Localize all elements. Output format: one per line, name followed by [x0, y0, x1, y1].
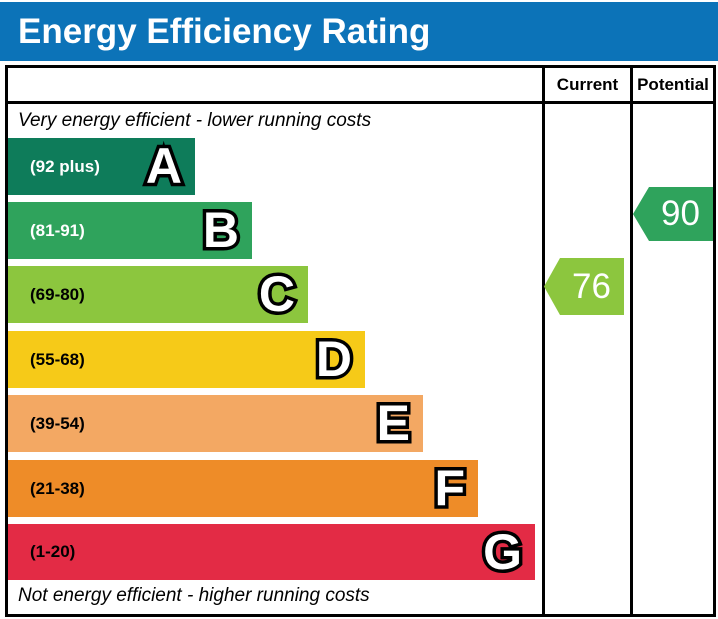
- potential-rating-value: 90: [661, 194, 700, 233]
- band-f-range-label: (21-38): [30, 478, 85, 498]
- bottom-note: Not energy efficient - higher running co…: [18, 585, 370, 606]
- column-divider-current: [542, 68, 545, 614]
- column-divider-potential: [630, 68, 633, 614]
- band-c-letter: C: [255, 263, 298, 326]
- band-d-range-label: (55-68): [30, 349, 85, 369]
- band-g-range-label: (1-20): [30, 542, 76, 561]
- band-a-letter: A: [142, 135, 185, 198]
- page-title: Energy Efficiency Rating: [18, 11, 431, 51]
- band-b-range-label: (81-91): [30, 220, 85, 240]
- title-bar: Energy Efficiency Rating: [0, 2, 718, 61]
- current-column-header: Current: [556, 74, 619, 94]
- potential-column-header: Potential: [637, 74, 709, 94]
- table-header-row: [8, 68, 713, 104]
- band-d-letter: D: [312, 328, 355, 391]
- band-d-bar: (55-68) D: [8, 328, 365, 391]
- band-f-letter: F: [431, 457, 468, 520]
- band-g-letter: G: [480, 520, 526, 583]
- rating-table: Current Potential Very energy efficient …: [5, 65, 716, 617]
- band-e-bar: (39-54) E: [8, 392, 423, 455]
- band-b-letter: B: [199, 199, 242, 262]
- band-a-range-label: (92 plus): [30, 156, 100, 176]
- top-note: Very energy efficient - lower running co…: [18, 110, 372, 131]
- band-b-bar: (81-91) B: [8, 199, 252, 262]
- current-rating-value: 76: [572, 266, 611, 306]
- potential-rating-arrow: 90: [633, 187, 713, 241]
- current-rating-arrow: 76: [544, 258, 624, 315]
- band-a-bar: (92 plus) A: [8, 135, 195, 198]
- band-c-bar: (69-80) C: [8, 263, 308, 326]
- band-e-letter: E: [373, 392, 413, 455]
- band-g-bar: (1-20) G: [8, 520, 535, 583]
- band-f-bar: (21-38) F: [8, 457, 478, 520]
- band-c-range-label: (69-80): [30, 284, 85, 304]
- band-e-range-label: (39-54): [30, 413, 85, 433]
